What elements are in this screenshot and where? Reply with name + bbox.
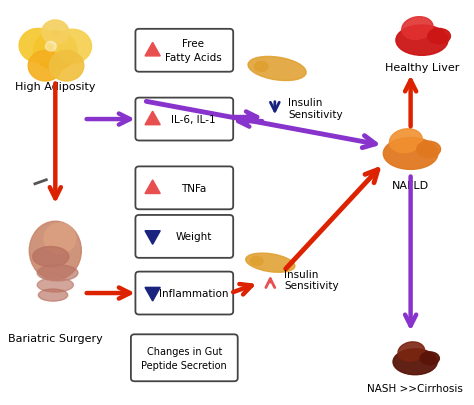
Ellipse shape bbox=[428, 29, 450, 45]
Ellipse shape bbox=[29, 222, 82, 280]
Polygon shape bbox=[145, 43, 160, 57]
Polygon shape bbox=[145, 181, 160, 194]
Ellipse shape bbox=[402, 18, 433, 40]
Ellipse shape bbox=[246, 254, 295, 273]
Ellipse shape bbox=[255, 62, 268, 72]
Ellipse shape bbox=[44, 224, 76, 254]
Ellipse shape bbox=[383, 138, 438, 170]
Ellipse shape bbox=[248, 57, 306, 81]
Ellipse shape bbox=[398, 342, 425, 361]
Circle shape bbox=[42, 21, 69, 45]
FancyBboxPatch shape bbox=[131, 335, 238, 381]
Circle shape bbox=[34, 32, 77, 70]
Text: Free: Free bbox=[182, 39, 204, 49]
Ellipse shape bbox=[420, 352, 439, 365]
Circle shape bbox=[19, 29, 57, 63]
Ellipse shape bbox=[37, 265, 78, 281]
Text: Insulin
Sensitivity: Insulin Sensitivity bbox=[284, 269, 338, 291]
Polygon shape bbox=[145, 231, 160, 245]
Ellipse shape bbox=[250, 257, 263, 266]
Text: Peptide Secretion: Peptide Secretion bbox=[141, 360, 227, 370]
Ellipse shape bbox=[37, 278, 73, 292]
Circle shape bbox=[28, 51, 63, 82]
Text: NASH >>Cirrhosis: NASH >>Cirrhosis bbox=[367, 383, 463, 393]
Ellipse shape bbox=[38, 289, 68, 301]
Ellipse shape bbox=[417, 142, 440, 158]
Text: Inflammation: Inflammation bbox=[159, 288, 228, 298]
Text: IL-6, IL-1: IL-6, IL-1 bbox=[171, 115, 216, 125]
Polygon shape bbox=[145, 112, 160, 126]
Polygon shape bbox=[145, 288, 160, 301]
FancyBboxPatch shape bbox=[136, 30, 233, 72]
Ellipse shape bbox=[393, 349, 437, 375]
Text: Healthy Liver: Healthy Liver bbox=[385, 63, 459, 73]
FancyBboxPatch shape bbox=[136, 98, 233, 141]
Ellipse shape bbox=[33, 247, 69, 267]
Ellipse shape bbox=[390, 130, 422, 153]
Text: Bariatric Surgery: Bariatric Surgery bbox=[8, 334, 103, 344]
Text: NAFLD: NAFLD bbox=[392, 180, 429, 190]
FancyBboxPatch shape bbox=[136, 215, 233, 258]
Text: Changes in Gut: Changes in Gut bbox=[146, 346, 222, 356]
FancyBboxPatch shape bbox=[136, 167, 233, 210]
Circle shape bbox=[49, 51, 84, 82]
Circle shape bbox=[46, 42, 56, 52]
Text: Fatty Acids: Fatty Acids bbox=[165, 53, 222, 63]
Text: Weight: Weight bbox=[175, 232, 211, 242]
Text: Insulin
Sensitivity: Insulin Sensitivity bbox=[288, 98, 343, 119]
Ellipse shape bbox=[396, 26, 448, 56]
Text: TNFa: TNFa bbox=[181, 183, 206, 193]
FancyBboxPatch shape bbox=[136, 272, 233, 315]
Text: High Adiposity: High Adiposity bbox=[15, 81, 96, 92]
Circle shape bbox=[54, 30, 91, 64]
